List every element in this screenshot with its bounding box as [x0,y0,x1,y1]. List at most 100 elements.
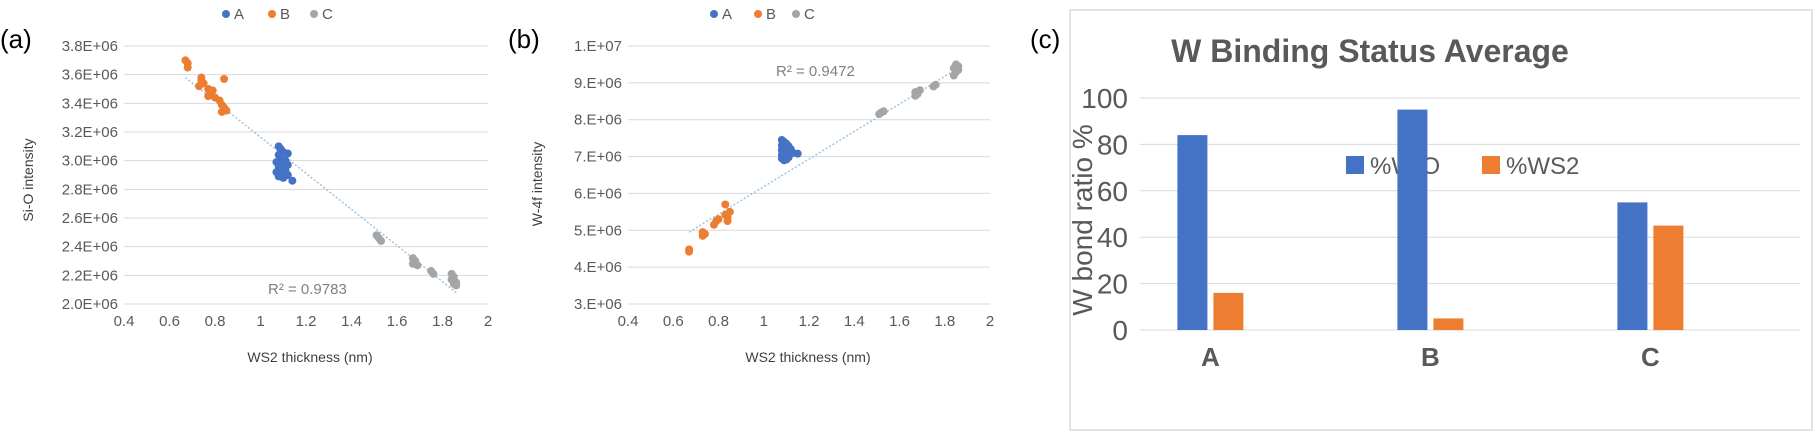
x-axis-title-b: WS2 thickness (nm) [745,349,870,365]
data-point-b-series-c [954,65,963,74]
x-tick-label-c: C [1641,342,1660,372]
legend-label-a-series-a: A [234,6,244,23]
legend-label-a-series-b: B [280,6,290,23]
x-tick-label-a: 1.6 [387,313,408,330]
y-tick-label-a: 3.8E+06 [62,38,118,55]
y-axis-title-a: Si-O intensity [20,138,36,221]
data-point-b-series-b [714,215,723,224]
y-tick-label-a: 2.6E+06 [62,210,118,227]
y-axis-title-c: W bond ratio % [1067,124,1098,315]
chart-title-c: W Binding Status Average [1171,33,1569,69]
legend-label-b-series-c: C [804,6,815,23]
x-tick-label-a: 2 [484,313,492,330]
y-tick-label-c: 80 [1097,129,1128,160]
data-point-b-series-c [879,107,888,116]
y-tick-label-c: 60 [1097,176,1128,207]
x-axis-title-a: WS2 thickness (nm) [247,349,372,365]
data-point-b-series-c [931,80,940,89]
panel-label-b: (b) [508,24,540,54]
legend-label-b-series-a: A [722,6,732,23]
x-tick-label-b: 1 [760,313,768,330]
y-tick-label-b: 8.E+06 [574,112,622,129]
data-point-b-series-a [793,149,802,158]
x-tick-label-a: 0.8 [205,313,226,330]
x-tick-label-b: 1.2 [799,313,820,330]
data-point-b-series-b [723,217,732,226]
y-tick-label-a: 2.2E+06 [62,267,118,284]
chart-panel-a: (a) A B C Si-O intensity WS2 thickness (… [0,6,492,365]
y-tick-label-b: 1.E+07 [574,38,622,55]
y-tick-label-c: 0 [1112,315,1128,346]
y-axis-title-b: W-4f intensity [529,142,545,227]
data-point-a-series-c [452,281,461,290]
x-tick-label-b: 0.8 [708,313,729,330]
x-tick-label-b: 1.8 [934,313,955,330]
y-tick-label-c: 40 [1097,222,1128,253]
data-point-b-series-a [780,156,789,165]
x-tick-label-b: 1.6 [889,313,910,330]
legend-c: %W-O %WS2 [1346,153,1579,180]
x-tick-label-a: 1.4 [341,313,362,330]
y-tick-label-c: 100 [1081,83,1128,114]
x-tick-label-b: 0.4 [618,313,639,330]
y-tick-label-b: 6.E+06 [574,185,622,202]
data-point-a-series-b [195,82,204,91]
bar-c-pct-ws2-c [1653,225,1684,330]
y-tick-label-b: 9.E+06 [574,75,622,92]
y-tick-label-a: 3.6E+06 [62,67,118,84]
bar-c-pct-ws2-b [1433,318,1464,330]
bar-c-pct-w-o-a [1177,135,1208,330]
r-squared-b: R² = 0.9472 [776,63,855,80]
data-point-a-series-a [279,173,288,182]
legend-marker-c-wo [1346,156,1364,174]
legend-a: A B C [222,6,333,23]
chart-panel-c: (c) W Binding Status Average W bond rati… [1030,9,1813,431]
y-tick-label-a: 2.8E+06 [62,181,118,198]
x-tick-label-b: 1.4 [844,313,865,330]
data-point-a-series-b [217,107,226,116]
data-point-b-series-b [721,200,730,209]
y-tick-label-b: 5.E+06 [574,222,622,239]
data-point-a-series-c [429,269,438,278]
legend-marker-b-series-a [710,10,718,18]
bar-c-pct-w-o-b [1397,109,1428,330]
panel-label-c: (c) [1030,24,1060,54]
x-tick-label-b: 2 [986,313,994,330]
legend-marker-a-series-b [268,10,276,18]
y-tick-label-b: 3.E+06 [574,296,622,313]
y-tick-label-b: 7.E+06 [574,149,622,166]
data-point-a-series-c [377,236,386,245]
chart-border-c [1069,9,1813,431]
legend-marker-a-series-c [310,10,318,18]
data-point-a-series-c [413,261,422,270]
legend-marker-a-series-a [222,10,230,18]
data-point-b-series-b [685,247,694,256]
data-point-a-series-a [283,149,292,158]
y-tick-label-a: 2.0E+06 [62,296,118,313]
y-tick-label-a: 3.0E+06 [62,153,118,170]
x-tick-label-a: 1 [256,313,264,330]
trendline-b [688,67,959,233]
chart-panel-b: (b) A B C W-4f intensity WS2 thickness (… [508,6,994,365]
x-tick-label-c: B [1421,342,1440,372]
data-point-b-series-b [698,228,707,237]
bar-c-pct-w-o-c [1617,202,1648,330]
legend-label-b-series-b: B [766,6,776,23]
y-tick-label-b: 4.E+06 [574,259,622,276]
x-tick-label-a: 1.2 [296,313,317,330]
panel-label-a: (a) [0,24,32,54]
data-point-a-series-b [183,63,192,72]
legend-marker-c-ws2 [1482,156,1500,174]
data-point-b-series-c [915,86,924,95]
bar-c-pct-ws2-a [1213,292,1244,330]
y-tick-label-a: 3.4E+06 [62,95,118,112]
data-point-a-series-a [288,176,297,185]
r-squared-a: R² = 0.9783 [268,281,347,298]
x-tick-label-a: 0.6 [159,313,180,330]
x-tick-label-a: 1.8 [432,313,453,330]
y-tick-label-a: 2.4E+06 [62,239,118,256]
legend-marker-b-series-b [754,10,762,18]
x-tick-label-c: A [1201,342,1220,372]
y-tick-label-a: 3.2E+06 [62,124,118,141]
